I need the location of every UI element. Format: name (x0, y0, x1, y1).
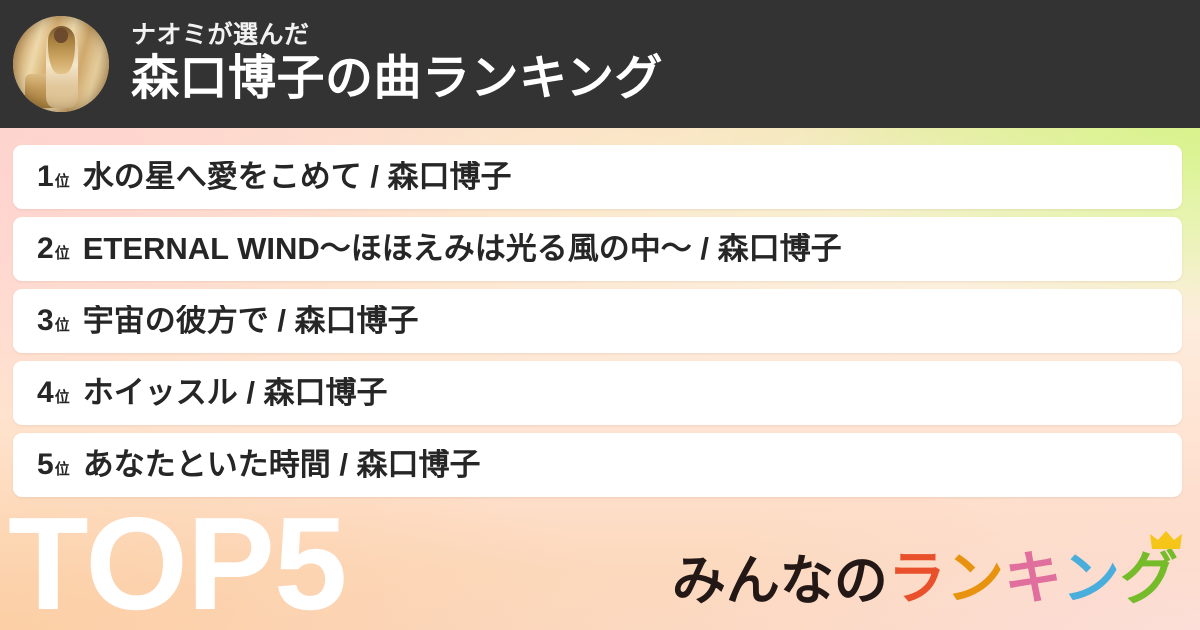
avatar-photo-face (54, 28, 68, 43)
brand-char-n: ん (725, 551, 780, 611)
rank-value: 3 (37, 304, 54, 337)
rank-unit: 位 (54, 461, 70, 478)
crown-icon (1150, 531, 1182, 551)
brand-char-gu-text: グ (1119, 546, 1178, 611)
rank-value: 5 (37, 448, 54, 481)
page-title: 森口博子の曲ランキング (131, 51, 664, 105)
header-subtitle: ナオミが選んだ (131, 21, 310, 50)
brand-logo[interactable]: み ん な の ラ ン キ ン グ (671, 531, 1182, 611)
page-header: ナオミが選んだ 森口博子の曲ランキング (0, 0, 1200, 128)
ranking-title-5: あなたといた時間 / 森口博子 (82, 448, 481, 482)
top5-watermark: TOP5 (8, 490, 347, 630)
rank-value: 2 (37, 232, 54, 265)
rank-unit: 位 (54, 173, 70, 190)
rank-value: 1 (37, 160, 54, 193)
brand-char-gu: グ (1120, 531, 1182, 608)
ranking-title-1: 水の星へ愛をこめて / 森口博子 (82, 160, 512, 194)
brand-char-nn2: ン (1061, 546, 1120, 611)
rank-unit: 位 (54, 317, 70, 334)
rank-value: 4 (37, 376, 54, 409)
header-text-block: ナオミが選んだ 森口博子の曲ランキング (131, 22, 663, 105)
rank-unit: 位 (54, 389, 70, 406)
brand-char-ra: ラ (887, 546, 946, 611)
brand-char-no: の (833, 551, 888, 611)
rank-unit: 位 (54, 245, 70, 262)
brand-char-na: な (779, 551, 834, 611)
ranking-title-2: ETERNAL WIND〜ほほえみは光る風の中〜 / 森口博子 (82, 232, 842, 266)
brand-char-ki: キ (1003, 546, 1062, 611)
brand-char-mi: み (671, 551, 726, 611)
avatar-vignette (13, 16, 109, 112)
ranking-title-4: ホイッスル / 森口博子 (82, 376, 388, 410)
ranking-title-3: 宇宙の彼方で / 森口博子 (82, 304, 419, 338)
brand-char-nn1: ン (945, 546, 1004, 611)
avatar (13, 16, 109, 112)
